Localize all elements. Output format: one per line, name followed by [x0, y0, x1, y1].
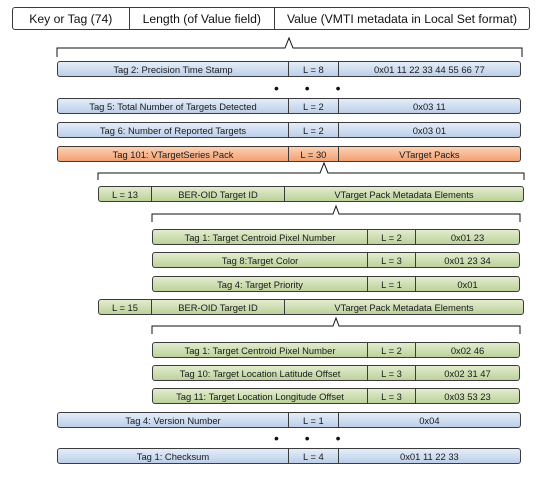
- p2t10-value: 0x02 31 47: [444, 367, 491, 379]
- pack2-id: BER-OID Target ID: [152, 300, 285, 314]
- tag1-tag: Tag 1: Checksum: [58, 449, 289, 463]
- p2t11-length: L = 3: [368, 389, 416, 403]
- tag5-value: 0x03 11: [413, 100, 446, 112]
- row-tag6: Tag 6: Number of Reported Targets L = 2 …: [57, 122, 521, 138]
- row-pack2: L = 15 BER-OID Target ID VTarget Pack Me…: [98, 299, 524, 315]
- p2t1-length: L = 2: [368, 343, 416, 357]
- tag2-tag: Tag 2: Precision Time Stamp: [58, 62, 289, 76]
- pack1-id: BER-OID Target ID: [152, 187, 285, 201]
- p1t4-length: L = 1: [368, 277, 416, 291]
- header-value: Value (VMTI metadata in Local Set format…: [286, 11, 518, 26]
- tag5-tag: Tag 5: Total Number of Targets Detected: [58, 99, 289, 113]
- klv-header: Key or Tag (74) Length (of Value field) …: [12, 7, 530, 30]
- p1t8-tag: Tag 8:Target Color: [153, 253, 368, 267]
- ellipsis-2: • • •: [274, 430, 352, 446]
- p2t11-value: 0x03 53 23: [444, 390, 491, 402]
- p1t4-value: 0x01: [457, 278, 478, 290]
- p1t1-tag: Tag 1: Target Centroid Pixel Number: [153, 230, 368, 244]
- pack2-value: VTarget Pack Metadata Elements: [334, 301, 474, 313]
- tag1-value: 0x01 11 22 33: [400, 450, 459, 462]
- pack1-value: VTarget Pack Metadata Elements: [334, 188, 474, 200]
- tag1-length: L = 4: [289, 449, 339, 463]
- p2t10-length: L = 3: [368, 366, 416, 380]
- row-tag5: Tag 5: Total Number of Targets Detected …: [57, 98, 521, 114]
- p1t8-value: 0x01 23 34: [444, 254, 491, 266]
- tag2-length: L = 8: [289, 62, 339, 76]
- tag2-value: 0x01 11 22 33 44 55 66 77: [373, 63, 485, 75]
- row-pack1: L = 13 BER-OID Target ID VTarget Pack Me…: [98, 186, 524, 202]
- row-tag2: Tag 2: Precision Time Stamp L = 8 0x01 1…: [57, 61, 521, 77]
- tag6-value: 0x03 01: [412, 124, 447, 136]
- pack2-length: L = 15: [99, 300, 152, 314]
- tag6-length: L = 2: [289, 123, 339, 137]
- p2t11-tag: Tag 11: Target Location Longitude Offset: [153, 389, 368, 403]
- header-key: Key or Tag (74): [13, 8, 130, 29]
- pack1-length: L = 13: [99, 187, 152, 201]
- tag4-tag: Tag 4: Version Number: [58, 413, 289, 427]
- p1t1-length: L = 2: [368, 230, 416, 244]
- tag101-value: VTarget Packs: [399, 148, 460, 160]
- row-tag101: Tag 101: VTargetSeries Pack L = 30 VTarg…: [57, 146, 521, 162]
- p2t1-tag: Tag 1: Target Centroid Pixel Number: [153, 343, 368, 357]
- row-p1-tag4: Tag 4: Target Priority L = 1 0x01: [152, 276, 520, 292]
- row-p2-tag11: Tag 11: Target Location Longitude Offset…: [152, 388, 520, 404]
- tag6-tag: Tag 6: Number of Reported Targets: [58, 123, 289, 137]
- row-p1-tag8: Tag 8:Target Color L = 3 0x01 23 34: [152, 252, 520, 268]
- row-tag4: Tag 4: Version Number L = 1 0x04: [57, 412, 521, 428]
- tag101-tag: Tag 101: VTargetSeries Pack: [58, 147, 289, 161]
- p1t1-value: 0x01 23: [450, 231, 485, 243]
- row-p2-tag1: Tag 1: Target Centroid Pixel Number L = …: [152, 342, 520, 358]
- tag101-length: L = 30: [289, 147, 339, 161]
- tag4-value: 0x04: [419, 414, 440, 426]
- tag5-length: L = 2: [289, 99, 339, 113]
- row-p1-tag1: Tag 1: Target Centroid Pixel Number L = …: [152, 229, 520, 245]
- header-length: Length (of Value field): [130, 8, 275, 29]
- row-tag1: Tag 1: Checksum L = 4 0x01 11 22 33: [57, 448, 521, 464]
- p1t8-length: L = 3: [368, 253, 416, 267]
- p2t10-tag: Tag 10: Target Location Latitude Offset: [153, 366, 368, 380]
- tag4-length: L = 1: [289, 413, 339, 427]
- p1t4-tag: Tag 4: Target Priority: [153, 277, 368, 291]
- p2t1-value: 0x02 46: [450, 344, 485, 356]
- row-p2-tag10: Tag 10: Target Location Latitude Offset …: [152, 365, 520, 381]
- ellipsis-1: • • •: [274, 80, 352, 96]
